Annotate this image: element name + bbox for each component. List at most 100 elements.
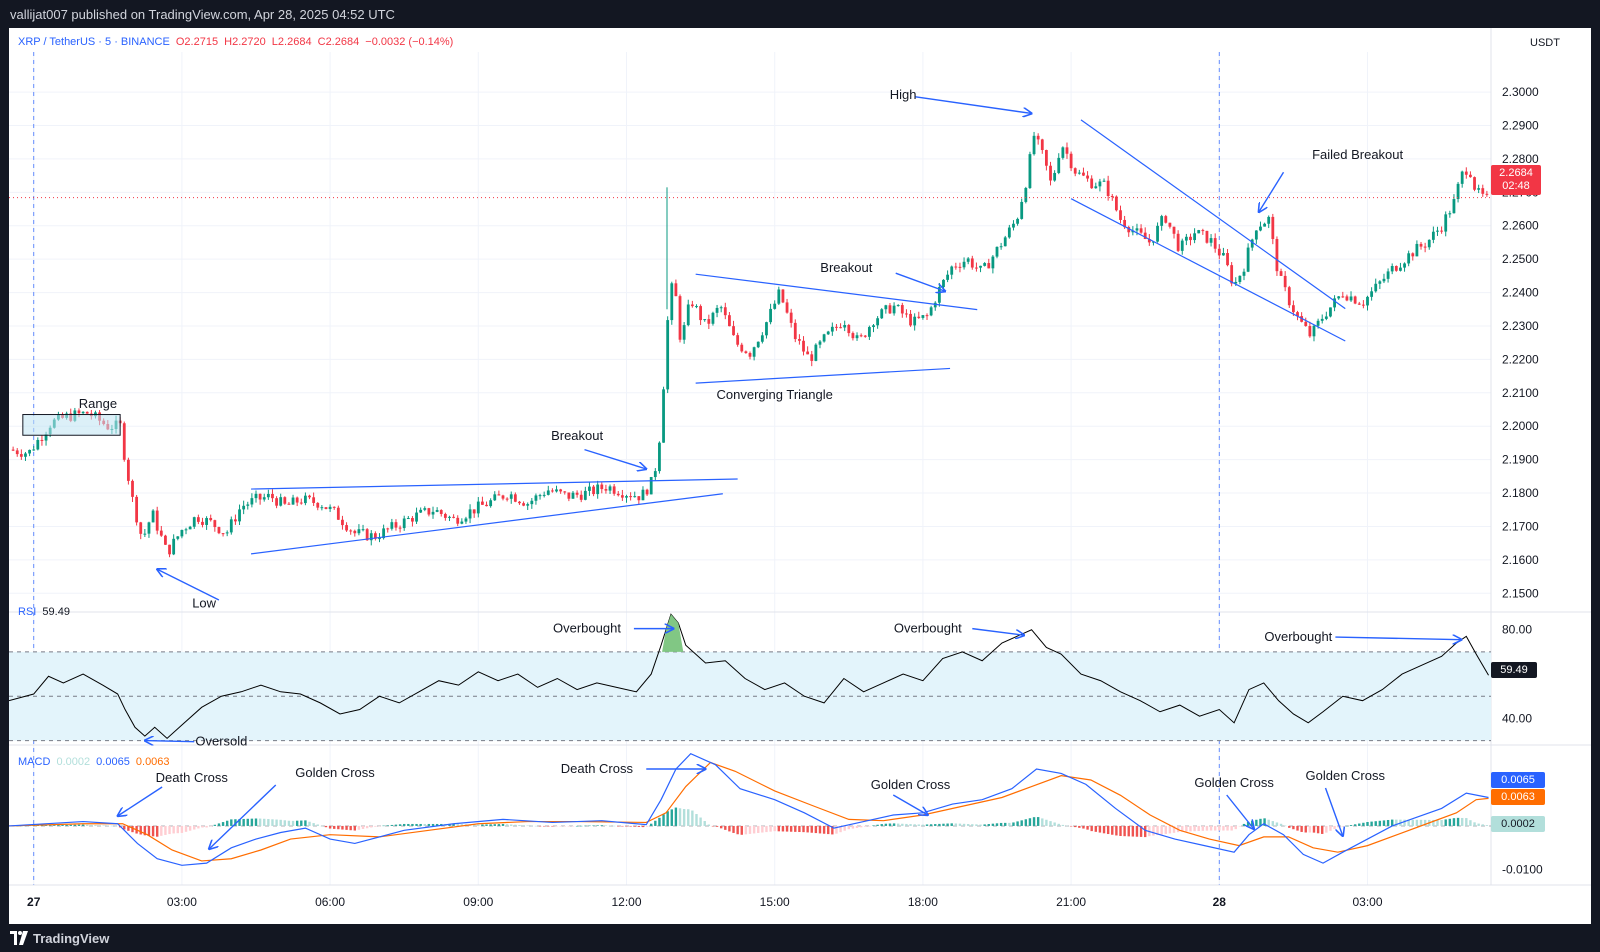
candle-body <box>242 505 246 510</box>
macd-histogram-bar <box>666 811 669 826</box>
macd-histogram-bar <box>719 825 723 829</box>
range-box <box>22 414 121 436</box>
candle-body <box>122 423 126 460</box>
candle-body <box>1189 236 1192 241</box>
macd-histogram-bar <box>452 823 455 826</box>
candle-body <box>513 494 517 502</box>
macd-histogram-bar <box>600 825 603 826</box>
candle-body <box>847 325 851 334</box>
candle-body <box>1040 139 1044 151</box>
macd-histogram-bar <box>193 825 196 830</box>
macd-histogram-bar <box>287 820 291 826</box>
macd-histogram-bar <box>1111 825 1114 835</box>
candle-body <box>1353 296 1357 304</box>
annotation-arrow <box>584 448 647 469</box>
candle-body <box>950 266 954 275</box>
macd-histogram-bar <box>1139 825 1143 837</box>
candle-body <box>917 316 921 318</box>
macd-histogram-bar <box>925 824 929 826</box>
candle-body <box>1077 172 1081 174</box>
macd-histogram-bar <box>1024 819 1028 826</box>
time-tick-label: 12:00 <box>611 895 641 909</box>
footer-brand[interactable]: TradingView <box>33 931 110 946</box>
macd-histogram-bar <box>1238 825 1242 827</box>
macd-histogram-bar <box>695 814 698 826</box>
price-annotation-label: Failed Breakout <box>1312 147 1403 162</box>
chart-panel[interactable]: 2.30002.29002.28002.27002.26002.25002.24… <box>9 28 1591 924</box>
macd-histogram-bar <box>156 825 159 837</box>
candle-body <box>1069 153 1073 169</box>
macd-histogram-bar <box>942 823 945 826</box>
macd-histogram-bar <box>567 825 571 827</box>
candle-body <box>658 442 661 472</box>
macd-histogram-bar <box>407 823 410 826</box>
candle-body <box>1287 287 1291 306</box>
macd-histogram-bar <box>946 823 949 826</box>
macd-histogram-bar <box>1065 825 1069 827</box>
candle-body <box>481 501 484 505</box>
macd-histogram-bar <box>176 825 179 834</box>
candle-body <box>835 326 838 328</box>
candle-body <box>579 494 583 500</box>
macd-histogram-bar <box>728 825 731 832</box>
macd-histogram-bar <box>1341 825 1344 827</box>
macd-histogram-bar <box>1267 819 1270 826</box>
candle-body <box>1337 296 1341 299</box>
macd-histogram-bar <box>448 823 451 826</box>
currency-label[interactable]: USDT <box>1530 37 1560 49</box>
symbol-name[interactable]: XRP / TetherUS · 5 · BINANCE <box>18 36 170 48</box>
macd-histogram-bar <box>518 825 521 826</box>
macd-histogram-bar <box>542 825 546 827</box>
candle-body <box>933 302 937 308</box>
macd-histogram-bar <box>678 808 682 826</box>
macd-histogram-bar <box>328 825 332 829</box>
footer-bar: TradingView <box>0 924 1600 952</box>
macd-histogram-bar <box>839 825 842 833</box>
candle-body <box>604 489 608 491</box>
candle-body <box>592 486 595 495</box>
candle-body <box>785 302 789 313</box>
candle-body <box>1193 233 1196 241</box>
candle-body <box>1448 213 1452 215</box>
macd-histogram-bar <box>57 825 60 826</box>
macd-histogram-bar <box>691 810 694 826</box>
candle-body <box>176 536 180 539</box>
macd-histogram-bar <box>559 825 562 827</box>
price-annotation-label: Converging Triangle <box>717 387 833 402</box>
macd-label[interactable]: MACD <box>18 756 51 768</box>
chart-canvas[interactable]: 2.30002.29002.28002.27002.26002.25002.24… <box>9 28 1591 924</box>
macd-histogram-bar <box>411 823 414 826</box>
candle-body <box>81 411 85 414</box>
price-tick-label: 2.2800 <box>1502 152 1539 166</box>
candle-body <box>320 507 324 509</box>
macd-histogram-bar <box>291 820 295 826</box>
macd-histogram-bar <box>205 825 208 828</box>
macd-histogram-bar <box>1473 822 1476 826</box>
chart-background <box>9 28 1591 924</box>
candle-body <box>258 493 262 500</box>
candle-body <box>1308 326 1312 337</box>
rsi-line <box>9 613 1489 740</box>
rsi-label[interactable]: RSI <box>18 606 37 618</box>
macd-histogram-bar <box>991 823 995 826</box>
macd-histogram-bar <box>752 825 756 834</box>
macd-histogram-bar <box>69 824 72 826</box>
candle-body <box>752 347 756 357</box>
candle-body <box>1382 278 1386 282</box>
macd-histogram-bar <box>687 809 690 826</box>
candle-body <box>1254 230 1258 240</box>
macd-histogram-bar <box>1333 825 1336 830</box>
candle-body <box>732 326 735 336</box>
candle-body <box>419 509 423 513</box>
candle-body <box>505 498 509 500</box>
candle-body <box>431 511 435 515</box>
candle-body <box>596 484 600 495</box>
candle-body <box>1329 307 1332 317</box>
candle-body <box>1452 199 1456 214</box>
candle-body <box>699 306 702 321</box>
candle-body <box>291 497 295 505</box>
candle-body <box>386 528 390 530</box>
candle-body <box>987 263 991 269</box>
macd-histogram-bar <box>1082 825 1085 829</box>
macd-histogram-bar <box>1185 825 1188 832</box>
